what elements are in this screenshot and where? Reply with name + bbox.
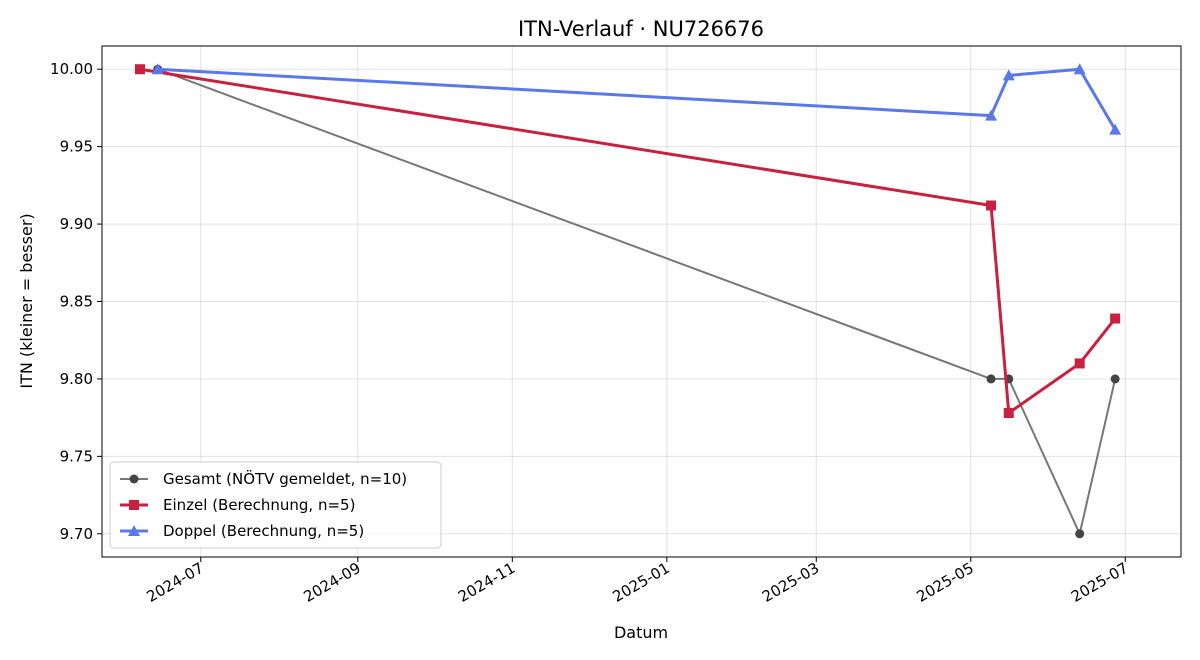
legend-item: Doppel (Berechnung, n=5) (120, 522, 364, 540)
series-3 (151, 63, 1122, 135)
legend-marker (129, 500, 139, 510)
data-point (1003, 407, 1014, 418)
x-tick-label: 2025-07 (1068, 559, 1131, 606)
y-tick-label: 9.80 (60, 370, 93, 388)
legend-item: Einzel (Berechnung, n=5) (120, 496, 355, 514)
x-tick-label: 2024-09 (301, 559, 364, 606)
data-point (1074, 358, 1085, 369)
data-point (1002, 69, 1015, 81)
series-line (157, 67, 1117, 131)
series-layer (134, 63, 1122, 539)
legend-box (109, 461, 442, 549)
series-line (139, 67, 1117, 415)
legend-label: Einzel (Berechnung, n=5) (163, 496, 355, 514)
x-tick-label: 2025-01 (610, 559, 673, 606)
legend: Gesamt (NÖTV gemeldet, n=10) Einzel (Bere… (109, 461, 442, 549)
data-point (1109, 123, 1122, 135)
legend-label: Doppel (Berechnung, n=5) (163, 522, 364, 540)
x-tick-label: 2025-05 (913, 559, 976, 606)
data-point (134, 64, 145, 75)
legend-label: Gesamt (NÖTV gemeldet, n=10) (163, 469, 407, 488)
legend-marker (128, 525, 140, 536)
legend-item: Gesamt (NÖTV gemeldet, n=10) (120, 469, 407, 488)
data-point (985, 109, 998, 121)
y-axis-label: ITN (kleiner = besser) (17, 213, 36, 388)
legend-marker (129, 474, 139, 484)
series-2 (134, 64, 1121, 418)
data-point (1075, 529, 1085, 539)
y-tick-label: 9.90 (60, 215, 93, 233)
data-point (1110, 374, 1120, 384)
x-tick-label: 2024-07 (143, 559, 206, 606)
data-point (986, 200, 997, 211)
data-point (151, 63, 164, 75)
data-point (1073, 63, 1086, 75)
y-tick-label: 10.00 (50, 60, 93, 78)
x-axis-label: Datum (614, 623, 668, 642)
x-tick-label: 2025-03 (759, 559, 822, 606)
y-tick-label: 9.75 (60, 447, 93, 465)
x-tick-label: 2024-11 (455, 559, 518, 606)
data-point (1110, 313, 1121, 324)
y-tick-label: 9.85 (60, 293, 93, 311)
y-tick-label: 9.70 (60, 525, 93, 543)
y-tick-label: 9.95 (60, 138, 93, 156)
data-point (986, 374, 996, 384)
chart-title: ITN-Verlauf · NU726676 (518, 17, 764, 41)
